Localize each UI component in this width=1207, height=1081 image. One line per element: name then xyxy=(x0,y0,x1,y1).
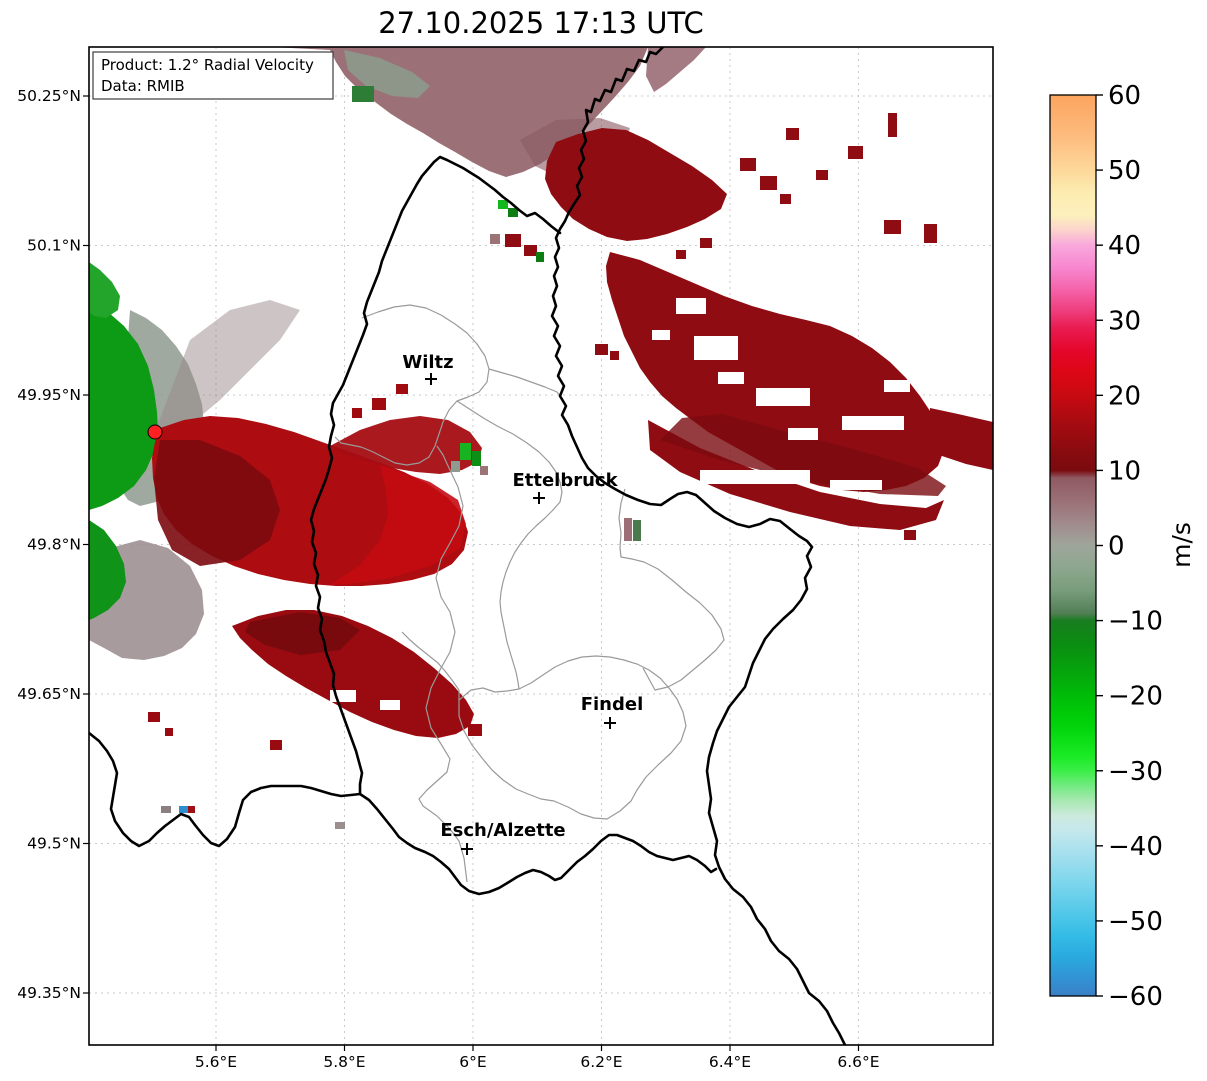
echo-ne-upper-band xyxy=(545,128,727,241)
x-tick-label: 6.2°E xyxy=(580,1053,622,1071)
y-tick-label: 49.35°N xyxy=(17,984,81,1002)
border-germany xyxy=(550,47,847,1045)
x-tick-label: 5.8°E xyxy=(323,1053,365,1071)
echo-green-blob-sw xyxy=(89,520,126,620)
x-tick-label: 6.4°E xyxy=(709,1053,751,1071)
district-borders xyxy=(334,304,725,883)
city-label: Wiltz xyxy=(402,352,453,373)
x-axis-labels: 5.6°E 5.8°E 6°E 6.2°E 6.4°E 6.6°E xyxy=(195,1053,880,1071)
district-line xyxy=(418,445,468,883)
city-label: Ettelbruck xyxy=(512,470,618,491)
colorbar-tick-label: −30 xyxy=(1108,757,1163,787)
echo-sw-fragments xyxy=(148,712,482,750)
city-plus-marker xyxy=(533,492,545,504)
colorbar-ticks: 60 50 40 30 20 10 0 −10 −20 −30 −40 −50 −60 xyxy=(1096,81,1163,1012)
annotation-product: Product: 1.2° Radial Velocity xyxy=(101,56,314,74)
district-line xyxy=(458,655,687,820)
colorbar-tick-label: 60 xyxy=(1108,81,1141,111)
echo-lobe-dark-inner xyxy=(154,440,280,566)
colorbar-tick-label: −60 xyxy=(1108,982,1163,1012)
city-labels: Wiltz Ettelbruck Findel Esch/Alzette xyxy=(402,352,643,855)
colorbar-tick-label: −20 xyxy=(1108,682,1163,712)
city-label: Findel xyxy=(581,694,644,715)
echo-mauve-spray-nne xyxy=(155,300,300,432)
district-line xyxy=(456,400,563,690)
annotation-source: Data: RMIB xyxy=(101,77,185,95)
x-tick-label: 6.6°E xyxy=(837,1053,879,1071)
echo-ne-main-south xyxy=(648,420,944,530)
country-borders xyxy=(89,47,847,1045)
radar-echoes xyxy=(89,47,993,829)
echo-red-arm-ne xyxy=(330,416,482,474)
colorbar-tick-label: 30 xyxy=(1108,306,1141,336)
y-axis-labels: 50.25°N 50.1°N 49.95°N 49.8°N 49.65°N 49.5°N 4… xyxy=(17,87,81,1002)
district-line xyxy=(618,488,725,691)
colorbar-tick-label: −10 xyxy=(1108,607,1163,637)
figure-title: 27.10.2025 17:13 UTC xyxy=(378,6,704,40)
colorbar: 60 50 40 30 20 10 0 −10 −20 −30 −40 −50 −60 m/s xyxy=(1049,81,1196,1012)
colorbar-tick-label: 0 xyxy=(1108,532,1125,562)
colorbar-tick-label: −40 xyxy=(1108,832,1163,862)
colorbar-tick-label: 10 xyxy=(1108,456,1141,486)
echo-mauve-band-right xyxy=(646,47,706,92)
echo-ne-dark-core xyxy=(660,414,946,496)
district-line xyxy=(488,368,563,399)
y-tick-label: 50.1°N xyxy=(27,237,81,255)
colorbar-tick-label: 50 xyxy=(1108,156,1141,186)
map-frame xyxy=(88,46,994,1046)
echo-green-wedge-west xyxy=(89,302,158,510)
colorbar-tick-label: −50 xyxy=(1108,907,1163,937)
echo-ne-white-gaps xyxy=(652,298,910,490)
city-label: Esch/Alzette xyxy=(440,820,565,841)
border-belgium-west xyxy=(309,155,562,796)
echo-ne-right-ext xyxy=(928,408,993,470)
axis-ticks xyxy=(83,95,860,1051)
echo-lobe-bright-edge xyxy=(330,465,466,585)
echo-green-blob-nw xyxy=(89,262,120,318)
product-annotation-box: Product: 1.2° Radial Velocity Data: RMIB xyxy=(92,51,334,100)
colorbar-unit-label: m/s xyxy=(1167,522,1196,568)
y-tick-label: 50.25°N xyxy=(17,87,81,105)
district-line xyxy=(401,631,460,700)
echo-center-strips xyxy=(352,200,641,541)
colorbar-gradient xyxy=(1049,94,1097,997)
x-tick-label: 6°E xyxy=(459,1053,486,1071)
city-plus-marker xyxy=(461,843,473,855)
echo-sage-patch-top xyxy=(344,50,430,98)
city-plus-marker xyxy=(604,717,616,729)
echo-bottom-specks xyxy=(161,806,345,829)
radar-site-marker xyxy=(147,424,163,440)
colorbar-tick-label: 40 xyxy=(1108,231,1141,261)
echo-dkgreen-top xyxy=(352,86,374,102)
echo-sw-blob-dark xyxy=(245,612,360,655)
colorbar-tick-label: 20 xyxy=(1108,381,1141,411)
y-tick-label: 49.65°N xyxy=(17,685,81,703)
x-tick-label: 5.6°E xyxy=(195,1053,237,1071)
border-france xyxy=(89,731,718,896)
echo-ne-scattered xyxy=(595,113,937,360)
y-tick-label: 49.8°N xyxy=(27,536,81,554)
y-tick-label: 49.5°N xyxy=(27,835,81,853)
y-tick-label: 49.95°N xyxy=(17,386,81,404)
city-plus-marker xyxy=(425,373,437,385)
echo-ne-fragments xyxy=(878,516,916,540)
